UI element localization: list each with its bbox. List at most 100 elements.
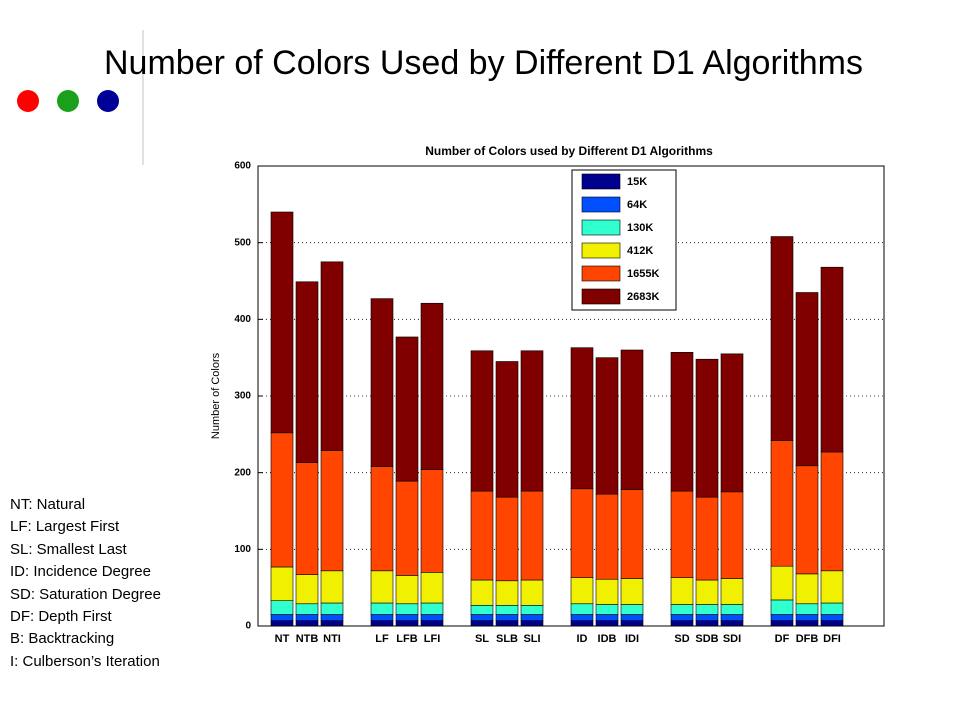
x-tick-label: SLB	[496, 633, 518, 645]
bar-segment	[395, 480, 419, 576]
bar-segment	[570, 488, 594, 578]
x-tick-label: LFB	[396, 633, 417, 645]
bar-segment	[270, 566, 294, 602]
bar-segment	[470, 604, 494, 615]
bar-segment	[695, 358, 719, 498]
note: B: Backtracking	[10, 630, 115, 648]
chart-title: Number of Colors used by Different D1 Al…	[425, 144, 713, 158]
bar-segment	[695, 614, 719, 621]
bar-segment	[295, 614, 319, 621]
bar-segment	[420, 302, 444, 470]
bar-segment	[520, 620, 544, 627]
y-axis-label: Number of Colors	[210, 352, 222, 439]
bar-segment	[270, 432, 294, 568]
y-tick-label: 200	[234, 467, 251, 478]
x-tick-label: LFI	[424, 633, 441, 645]
bar-segment	[420, 572, 444, 604]
x-tick-label: NTI	[323, 633, 341, 645]
decor-dot	[97, 90, 119, 112]
x-tick-label: IDI	[625, 633, 639, 645]
y-tick-label: 100	[234, 544, 251, 555]
bar-segment	[370, 466, 394, 572]
bar-segment	[320, 261, 344, 451]
bar-segment	[420, 614, 444, 621]
bar-segment	[620, 614, 644, 621]
bar-segment	[470, 620, 494, 627]
bar-segment	[670, 604, 694, 615]
x-tick-label: LF	[375, 633, 389, 645]
bar-segment	[820, 570, 844, 604]
note: NT: Natural	[10, 496, 86, 513]
bar-segment	[795, 573, 819, 605]
decor-dot	[17, 90, 39, 112]
y-tick-label: 400	[234, 314, 251, 325]
x-tick-label: SL	[475, 633, 489, 645]
bar-segment	[520, 579, 544, 606]
bar-segment	[370, 620, 394, 627]
notes: NT: Natural LF: Largest First SL: Smallest…	[10, 494, 161, 673]
bar-segment	[795, 603, 819, 615]
bar-segment	[495, 580, 519, 606]
bar-segment	[320, 602, 344, 615]
legend-swatch	[581, 265, 621, 282]
x-tick-label: DFB	[796, 633, 819, 645]
bar-segment	[420, 602, 444, 615]
bar-segment	[395, 603, 419, 615]
bar-segment	[370, 602, 394, 615]
y-tick-label: 0	[245, 621, 251, 632]
bar-segment	[770, 236, 794, 441]
bar-segment	[620, 620, 644, 627]
y-tick-label: 300	[234, 391, 251, 402]
bar-segment	[595, 620, 619, 627]
note: SL: Smallest Last	[10, 540, 127, 558]
bar-segment	[570, 347, 594, 490]
bar-segment	[470, 614, 494, 621]
bar-segment	[320, 614, 344, 621]
bar-segment	[295, 281, 319, 463]
bar-segment	[770, 599, 794, 615]
bar-segment	[520, 604, 544, 615]
x-tick-label: IDB	[598, 633, 617, 645]
bar-segment	[295, 462, 319, 575]
bar-segment	[495, 496, 519, 582]
bar-segment	[720, 614, 744, 621]
bar-segment	[270, 600, 294, 615]
bar-segment	[795, 465, 819, 575]
legend-swatch	[581, 242, 621, 259]
decor-dot	[57, 90, 79, 112]
legend-swatch	[581, 196, 621, 213]
bar-segment	[395, 620, 419, 627]
bar-segment	[495, 361, 519, 498]
bar-segment	[595, 614, 619, 621]
legend-label: 130K	[627, 222, 653, 234]
x-tick-label: NTB	[296, 633, 319, 645]
bar-segment	[620, 349, 644, 490]
note: DF: Depth First	[10, 608, 112, 626]
bar-segment	[395, 336, 419, 482]
bar-segment	[395, 575, 419, 605]
bar-segment	[270, 211, 294, 434]
bar-segment	[520, 350, 544, 492]
bar-segment	[320, 620, 344, 627]
bar-segment	[820, 602, 844, 615]
slide-title: Number of Colors Used by Different D1 Al…	[104, 44, 864, 82]
bar-segment	[670, 351, 694, 492]
legend-swatch	[581, 219, 621, 236]
bar-segment	[770, 565, 794, 601]
bar-segment	[395, 614, 419, 621]
x-tick-label: ID	[577, 633, 588, 645]
legend-label: 15K	[627, 176, 647, 188]
bar-segment	[770, 614, 794, 621]
bar-segment	[795, 292, 819, 467]
bar-segment	[495, 604, 519, 615]
bar-segment	[570, 620, 594, 627]
bar-segment	[595, 357, 619, 495]
bar-segment	[695, 496, 719, 581]
bar-segment	[820, 614, 844, 621]
bar-segment	[370, 570, 394, 604]
bar-segment	[570, 614, 594, 621]
x-tick-label: DF	[775, 633, 790, 645]
bar-segment	[595, 604, 619, 615]
